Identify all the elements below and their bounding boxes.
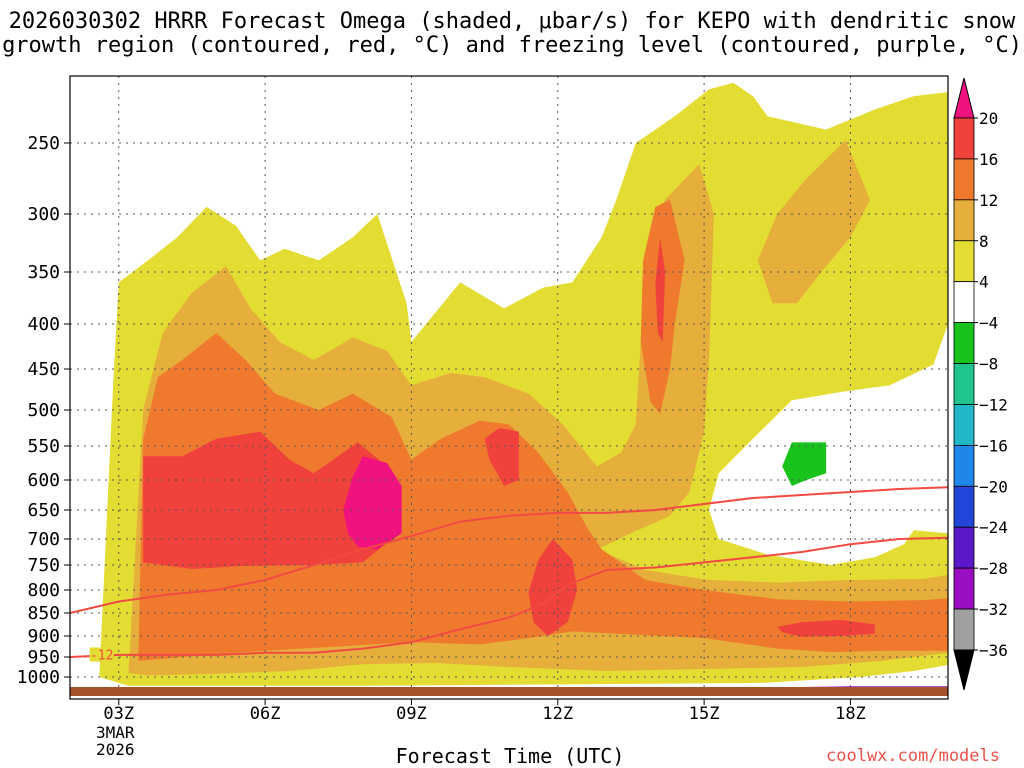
colorbar-band-2 [953,199,975,242]
colorbar-label-7: −12 [979,395,1008,414]
colorbar-bottom-arrow [953,649,975,691]
colorbar-label-9: −20 [979,477,1008,496]
colorbar-label-12: −32 [979,600,1008,619]
y-tick-label-900: 900 [27,626,60,647]
colorbar-label-11: −28 [979,559,1008,578]
omega-region-2 [757,140,870,304]
omega-region-6 [528,539,578,636]
x-tick-label-03Z: 03Z [103,704,134,724]
colorbar-band-10 [953,526,975,569]
y-tick-label-750: 750 [27,555,60,576]
y-tick-label-400: 400 [27,314,60,335]
y-tick-label-700: 700 [27,529,60,550]
colorbar-band-4 [953,281,975,324]
contour-label-bg [89,647,114,662]
x-tick-label-06Z: 06Z [250,704,281,724]
y-tick-label-450: 450 [27,359,60,380]
colorbar-band-6 [953,363,975,405]
y-tick-label-300: 300 [27,204,60,225]
colorbar-band-12 [953,608,975,651]
x-axis-ticks: 03Z 06Z 09Z 12Z 15Z 18Z [103,699,866,724]
chart-title-line-2: growth region (contoured, red, °C) and f… [2,33,1022,58]
colorbar-label-0: 20 [979,109,998,128]
colorbar: 20 16 12 8 4 −4 −8 −12 −16 −20 −24 −28 −32 −36 [953,77,1008,691]
omega-region-3 [138,333,949,661]
colorbar-label-5: −4 [979,314,998,333]
x-tick-label-15Z: 15Z [689,704,720,724]
omega-region-8 [655,237,666,342]
y-tick-label-550: 550 [27,436,60,457]
colorbar-band-0 [953,117,975,160]
contour-label: -12 [90,648,113,663]
run-date-line-2: 2026 [96,740,135,759]
colorbar-band-5 [953,322,975,364]
colorbar-label-6: −8 [979,355,998,374]
colorbar-band-1 [953,158,975,201]
colorbar-label-4: 4 [979,273,989,292]
y-tick-label-500: 500 [27,400,60,421]
x-axis-label: Forecast Time (UTC) [395,744,625,768]
colorbar-label-8: −16 [979,436,1008,455]
omega-region-7 [484,428,519,486]
y-tick-label-350: 350 [27,262,60,283]
y-tick-label-250: 250 [27,133,60,154]
x-tick-label-09Z: 09Z [396,704,427,724]
omega-region-9 [777,619,875,637]
y-tick-label-800: 800 [27,580,60,601]
colorbar-label-3: 8 [979,232,989,251]
plot-frame [69,75,949,700]
y-tick-label-600: 600 [27,470,60,491]
y-tick-label-650: 650 [27,500,60,521]
x-tick-label-12Z: 12Z [542,704,573,724]
omega-region-11 [782,442,827,486]
y-axis-ticks: 2503003504004505005506006507007508008509… [17,133,70,688]
colorbar-band-8 [953,444,975,487]
colorbar-label-1: 16 [979,150,998,169]
chart-title-line-1: 2026030302 HRRR Forecast Omega (shaded, … [8,9,1016,34]
y-tick-label-950: 950 [27,647,60,668]
colorbar-band-9 [953,485,975,528]
colorbar-band-3 [953,240,975,283]
omega-shaded-regions [99,82,949,686]
gridlines [70,76,948,699]
colorbar-label-2: 12 [979,191,998,210]
credit-link[interactable]: coolwx.com/models [826,746,1000,766]
ground-strip [70,687,948,696]
omega-region-5 [143,431,397,569]
colorbar-label-10: −24 [979,518,1008,537]
contour-line-1 [69,536,949,658]
colorbar-top-arrow [953,77,975,119]
colorbar-band-7 [953,404,975,446]
contour-line-0 [69,486,949,614]
y-tick-label-850: 850 [27,603,60,624]
colorbar-band-11 [953,567,975,610]
y-tick-label-1000: 1000 [17,667,60,688]
x-tick-label-18Z: 18Z [835,704,866,724]
colorbar-label-13: −36 [979,641,1008,660]
run-date-line-1: 3MAR [96,723,135,742]
